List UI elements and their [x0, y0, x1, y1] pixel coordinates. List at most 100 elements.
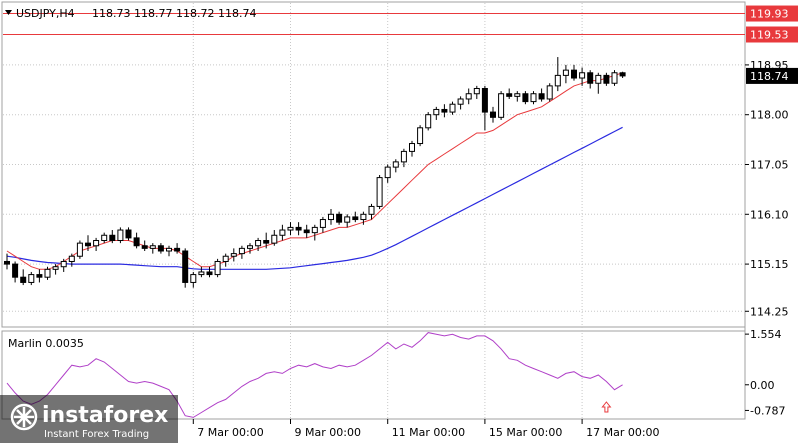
- bull-candle: [546, 85, 553, 100]
- bull-candle: [247, 245, 253, 249]
- time-tick-label: 9 Mar 00:00: [295, 426, 361, 439]
- bull-candle: [93, 240, 100, 247]
- time-tick-label: 15 Mar 00:00: [489, 426, 562, 439]
- price-tick-label: 117.05: [750, 159, 789, 172]
- level-label-box: [746, 26, 798, 43]
- oscillator-axis-labels: 1.554 0.00 -0.787: [745, 328, 785, 417]
- bear-candle: [295, 226, 302, 231]
- bear-candle: [336, 213, 343, 223]
- time-tick-label: 17 Mar 00:00: [586, 426, 659, 439]
- bull-candle: [409, 143, 415, 152]
- price-axis-labels: 118.95 118.00 117.05 116.10 115.15 114.25: [745, 59, 789, 318]
- bull-candle: [214, 260, 221, 276]
- bear-candle: [174, 247, 181, 252]
- bull-candle: [562, 69, 569, 76]
- bull-candle: [473, 87, 480, 95]
- candles: [4, 57, 626, 288]
- logo-tagline: Instant Forex Trading: [44, 429, 149, 440]
- level-label: 119.93: [750, 8, 789, 21]
- bull-candle: [222, 255, 229, 262]
- instaforex-logo: instaforex Instant Forex Trading: [0, 395, 178, 443]
- ma-slow-line: [6, 126, 623, 270]
- bull-candle: [392, 161, 399, 168]
- bull-candle: [554, 74, 561, 87]
- price-tick-label: 114.25: [750, 305, 789, 318]
- bear-candle: [157, 245, 164, 252]
- bull-candle: [68, 255, 75, 262]
- bear-candle: [263, 240, 270, 244]
- resistance-levels: 119.93 119.53 118.74: [3, 5, 798, 84]
- bear-candle: [522, 93, 529, 103]
- oscillator: [6, 332, 623, 418]
- bull-candle: [60, 260, 67, 268]
- bull-candle: [344, 216, 351, 223]
- bull-candle: [449, 103, 456, 113]
- logo-backdrop: [0, 395, 178, 443]
- oscillator-tick-label: 1.554: [750, 328, 782, 341]
- bear-candle: [538, 93, 545, 100]
- bear-candle: [619, 72, 626, 77]
- bull-candle: [328, 213, 334, 221]
- bull-candle: [287, 226, 294, 231]
- bull-candle: [400, 150, 407, 163]
- ohlc-values: 118.73 118.77 118.72 118.74: [92, 7, 256, 20]
- bull-candle: [514, 93, 521, 97]
- bear-candle: [182, 250, 189, 283]
- bear-candle: [352, 216, 359, 221]
- bear-candle: [587, 72, 594, 84]
- bull-candle: [271, 234, 278, 244]
- bull-candle: [579, 72, 586, 79]
- bull-candle: [190, 274, 197, 283]
- bull-candle: [319, 219, 326, 228]
- time-tick-label: 11 Mar 00:00: [392, 426, 465, 439]
- bull-candle: [101, 234, 108, 242]
- time-tick-label: 7 Mar 00:00: [197, 426, 263, 439]
- bull-candle: [417, 127, 424, 145]
- bear-candle: [125, 229, 132, 239]
- bear-candle: [36, 274, 43, 278]
- bear-candle: [481, 87, 488, 113]
- symbol-label: USDJPY,H4: [16, 7, 75, 20]
- time-axis-labels: 7 Mar 00:00 9 Mar 00:00 11 Mar 00:00 15 Mar…: [192, 419, 660, 439]
- bear-candle: [85, 242, 91, 247]
- bull-candle: [279, 229, 286, 236]
- oscillator-tick-label: -0.787: [750, 404, 785, 417]
- bear-candle: [4, 260, 10, 265]
- bull-candle: [230, 253, 237, 257]
- bear-candle: [20, 276, 27, 283]
- bull-candle: [198, 271, 205, 276]
- level-label: 119.53: [750, 29, 789, 42]
- price-tick-label: 115.15: [750, 258, 789, 271]
- bull-candle: [530, 93, 537, 103]
- current-price-label: 118.74: [750, 70, 789, 83]
- bull-candle: [76, 242, 83, 257]
- bull-candle: [425, 114, 432, 129]
- bull-candle: [498, 93, 505, 118]
- price-tick-label: 116.10: [750, 208, 789, 221]
- up-arrow-icon: [601, 401, 612, 413]
- bull-candle: [166, 247, 172, 252]
- bull-candle: [595, 74, 602, 84]
- price-tick-label: 118.00: [750, 109, 789, 122]
- bull-candle: [311, 226, 318, 234]
- bear-candle: [571, 69, 577, 79]
- bear-candle: [506, 93, 513, 97]
- bull-candle: [238, 247, 245, 255]
- bull-candle: [255, 240, 262, 247]
- logo-name: instaforex: [42, 403, 168, 428]
- bull-candle: [368, 205, 375, 215]
- price-tick-label: 118.95: [750, 59, 789, 72]
- bear-candle: [490, 111, 496, 118]
- bull-candle: [117, 229, 124, 242]
- current-price-box: [746, 67, 798, 84]
- level-label-box: [746, 5, 798, 22]
- dropdown-triangle-icon[interactable]: [5, 10, 12, 15]
- oscillator-line: [6, 332, 623, 418]
- bull-candle: [52, 266, 59, 270]
- bull-candle: [149, 245, 156, 249]
- bull-candle: [384, 166, 391, 179]
- indicator-label: Marlin 0.0035: [8, 337, 84, 350]
- oscillator-tick-label: 0.00: [750, 379, 775, 392]
- bull-candle: [44, 268, 51, 278]
- bull-candle: [28, 274, 35, 283]
